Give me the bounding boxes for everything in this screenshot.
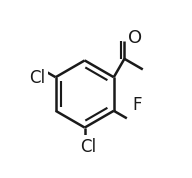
Text: Cl: Cl <box>29 69 46 87</box>
Text: Cl: Cl <box>80 138 96 156</box>
Text: F: F <box>132 96 142 114</box>
Text: O: O <box>128 29 142 47</box>
Text: F: F <box>132 96 142 114</box>
Text: O: O <box>128 29 142 47</box>
Text: Cl: Cl <box>29 69 46 87</box>
Text: Cl: Cl <box>80 138 96 156</box>
